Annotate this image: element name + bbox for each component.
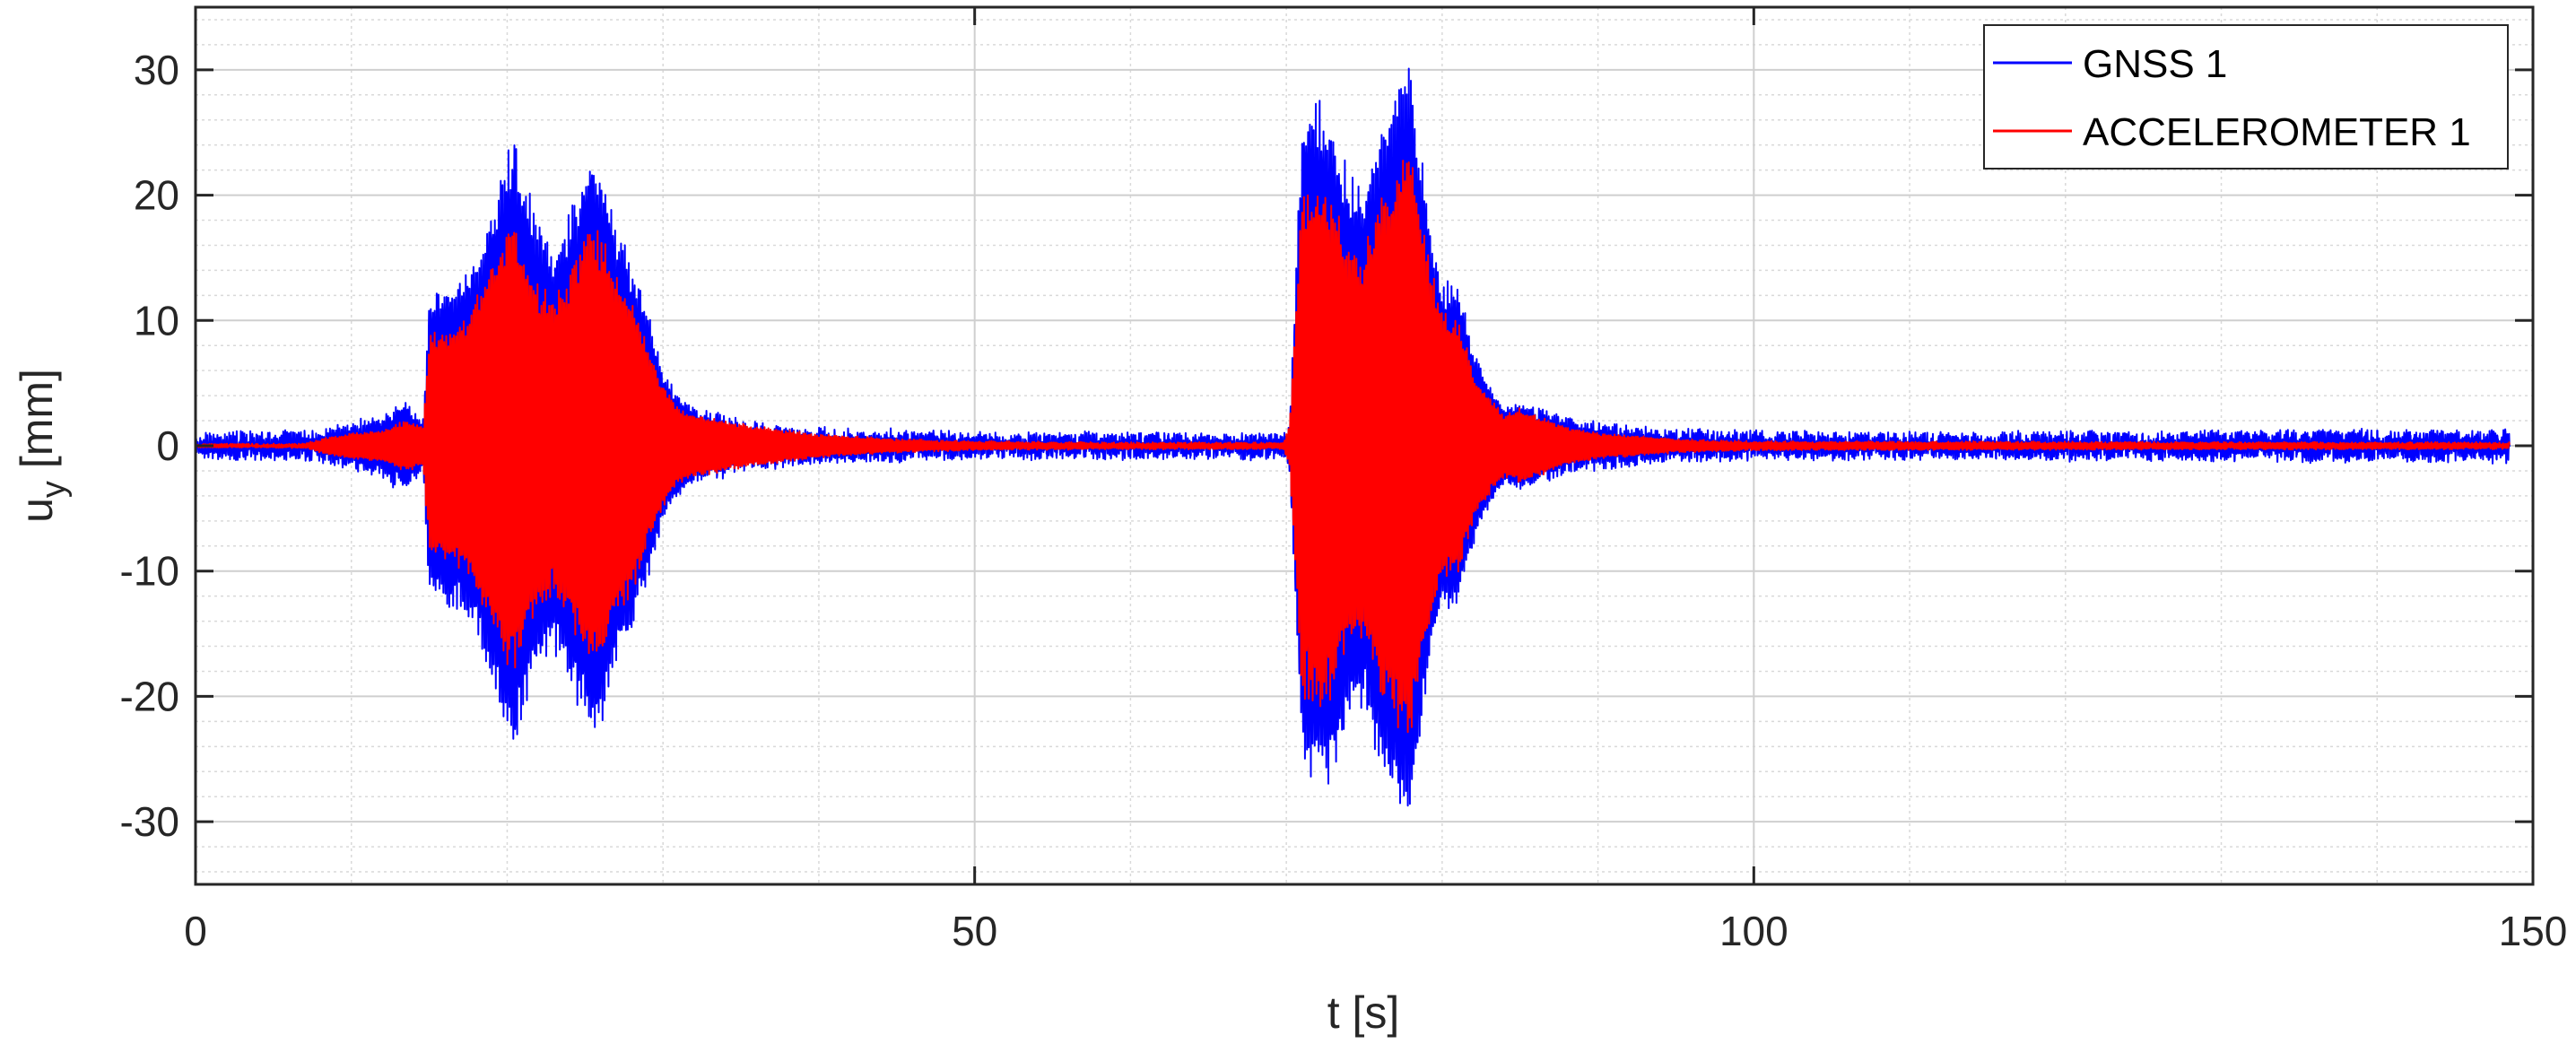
x-axis-label: t [s] (1327, 987, 1400, 1038)
legend-label-gnss: GNSS 1 (2083, 42, 2227, 86)
y-tick-label: 30 (134, 47, 179, 93)
y-tick-label: 0 (156, 422, 179, 469)
series-line-accelerometer (196, 160, 2511, 734)
x-tick-labels: 0 50 100 150 (184, 908, 2567, 954)
y-tick-label: -20 (120, 673, 179, 719)
y-tick-label: -30 (120, 798, 179, 845)
legend-label-accelerometer: ACCELEROMETER 1 (2083, 110, 2471, 154)
legend-box (1983, 24, 2509, 170)
x-tick-label: 50 (952, 908, 997, 954)
y-tick-label: 20 (134, 172, 179, 219)
y-axis-label-sub: y (35, 481, 73, 498)
y-axis-label-unit: [mm] (12, 369, 62, 481)
y-tick-label: 10 (134, 297, 179, 344)
tick-marks (194, 7, 2535, 884)
x-tick-label: 150 (2499, 908, 2568, 954)
x-tick-label: 100 (1719, 908, 1788, 954)
y-tick-label: -10 (120, 548, 179, 595)
y-axis-label-main: u (12, 498, 62, 523)
y-axis-label: uy [mm] (12, 369, 73, 523)
x-tick-label: 0 (184, 908, 207, 954)
y-tick-labels: -30 -20 -10 0 10 20 30 (120, 47, 179, 845)
series-layer (196, 67, 2511, 807)
legend: GNSS 1 ACCELEROMETER 1 (1983, 24, 2509, 170)
